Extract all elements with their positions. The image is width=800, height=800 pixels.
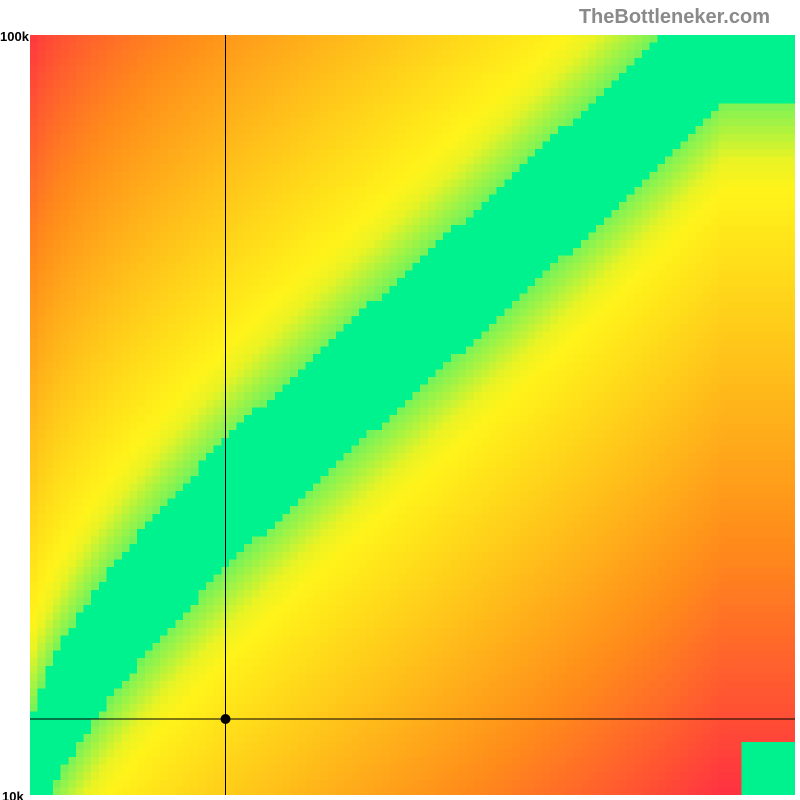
crosshair-dot bbox=[221, 714, 231, 724]
crosshair-overlay bbox=[0, 0, 800, 800]
y-axis-label-max: 100k bbox=[0, 29, 29, 44]
chart-container: { "branding": { "text": "TheBottleneker.… bbox=[0, 0, 800, 800]
y-axis-label-min: 10k bbox=[2, 789, 24, 800]
branding-watermark: TheBottleneker.com bbox=[579, 6, 770, 29]
